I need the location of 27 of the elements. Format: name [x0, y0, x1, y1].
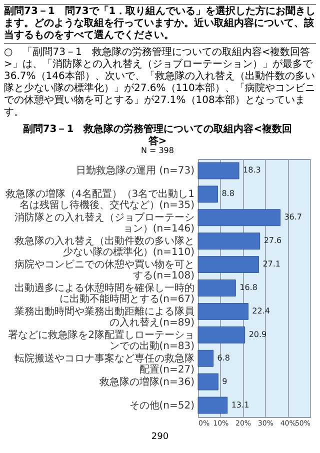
data-label: 6.8	[217, 353, 230, 362]
y-tick-label: 署などに救急隊を2隊配置しローテーションでの出動(n=83)	[8, 328, 195, 352]
data-label: 22.4	[252, 306, 270, 316]
text: 290	[150, 432, 170, 443]
data-label: 16.8	[240, 283, 258, 292]
y-tick-label: 転院搬送やコロナ事案など専任の救急隊配置(n=27)	[14, 352, 195, 376]
y-tick-label: 日勤救急隊の運用 (n=73)	[76, 164, 195, 177]
y-tick-label: 消防隊との入れ替え（ジョブローテーション）(n=146)	[14, 212, 195, 235]
chart-title: 副問73－1 救急隊の労務管理についての取組内容<複数回答>	[22, 123, 292, 147]
chart-subtitle: N = 398	[140, 146, 174, 155]
data-label: 36.7	[284, 212, 302, 222]
y-tick-label: 病院やコンビニでの休憩や買い物を可とする(n=108)	[14, 258, 195, 282]
y-tick-label: 救急隊の入れ替え（出動件数の多い隊と少ない隊の標準化）(n=110)	[14, 235, 195, 258]
data-label: 8.8	[222, 189, 234, 198]
y-tick-label: その他(n=52)	[129, 399, 195, 412]
data-label: 27.6	[264, 236, 282, 246]
y-tick-label: 救急隊の増隊（4名配置）（3名で出動し1名は残留し待機後、交代など）(n=35)	[4, 188, 195, 212]
data-label: 18.3	[242, 166, 261, 175]
data-label: 20.9	[248, 330, 267, 339]
y-tick-label: 業務出動時間や業務出動距離による隊員の入れ替え(n=89)	[14, 305, 195, 328]
data-label: 27.1	[262, 260, 281, 269]
text: 副問73－1 問73で「1．取り組んでいる」を選択した方にお聞きします。どのような取組を行っていますか。近い取組内容について、該当するものをすべて選んでください。	[4, 4, 316, 44]
y-tick-label: 救急隊の増隊(n=36)	[98, 376, 195, 388]
y-tick-label: 出動過多による休憩時間を確保し一時的に出動不能時間とする(n=67)	[14, 282, 195, 305]
data-label: 9	[222, 376, 228, 386]
text: ○ 「副問73－1 救急隊の労務管理についての取組内容<複数回答>」は、「消防隊との入れ替え（ジョブローテーション）」が最多で36.7%（146本部）、次いで、「救急隊の入れ替え（出動件数の多い隊と少ない隊の標準化）」が27.6%（110本部）、「病院やコンビニでの休憩や買い物を可とする」が27.1%（108本部）となっています。	[4, 47, 316, 119]
data-label: 13.1	[231, 400, 250, 410]
